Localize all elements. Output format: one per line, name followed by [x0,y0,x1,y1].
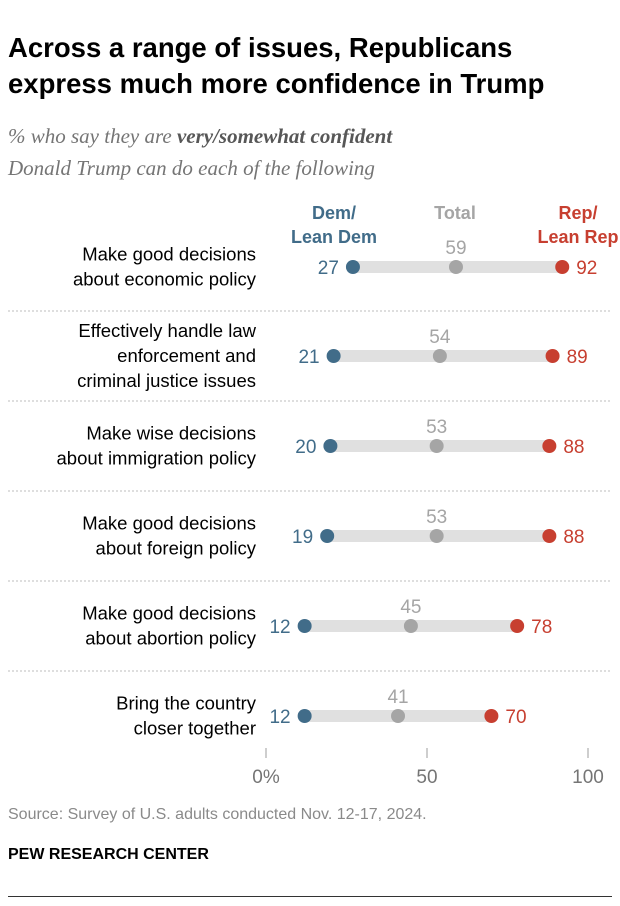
category-label-2-line-2: enforcement and [117,345,256,366]
dot-dem-2 [326,349,341,363]
category-label-3-line-2: about immigration policy [57,448,257,469]
bottom-rule [8,896,612,897]
legend-total-line-1: Total [434,203,476,223]
category-label-5-line-1: Make good decisions [82,603,256,624]
chart-title: Across a range of issues, Republicans ex… [8,32,545,99]
subtitle-line-1: % who say they are very/somewhat confide… [8,120,618,152]
legend-dem-line-1: Dem/ [312,203,356,223]
subtitle-emphasis: very/somewhat confident [176,124,393,148]
value-label-total-4: 53 [426,507,447,528]
dot-dem-4 [320,529,335,543]
dot-total-4 [429,529,444,543]
category-label-4-line-1: Make good decisions [82,513,256,534]
brand-logo-text: PEW RESEARCH CENTER [8,846,209,863]
dot-rep-3 [542,439,557,453]
x-tick-label-1: 0% [252,767,280,788]
dot-rep-5 [510,619,525,633]
category-label-3-line-1: Make wise decisions [86,423,256,444]
legend-rep-line-2: Lean Rep [537,227,618,247]
dot-dem-3 [323,439,338,453]
source-note: Source: Survey of U.S. adults conducted … [8,806,427,823]
category-label-2-line-1: Effectively handle law [78,320,256,341]
subtitle-prefix: % who say they are [8,124,177,148]
value-label-dem-5: 12 [269,617,290,638]
value-label-rep-1: 92 [576,258,597,279]
dot-rep-4 [542,529,557,543]
value-label-total-5: 45 [400,597,421,618]
value-label-rep-6: 70 [505,707,526,728]
dot-dem-5 [297,619,312,633]
category-label-4-line-2: about foreign policy [96,538,257,559]
value-label-rep-4: 88 [563,527,584,548]
dot-plot: Dem/Lean Dem Total Rep/Lean Rep Make good d… [8,203,619,788]
category-label-5-line-2: about abortion policy [85,628,256,649]
category-label-6-line-1: Bring the country [116,693,257,714]
dot-rep-2 [545,349,560,363]
value-label-total-3: 53 [426,417,447,438]
legend-rep-line-1: Rep/ [558,203,597,223]
category-label-1-line-1: Make good decisions [82,244,256,265]
value-label-dem-4: 19 [292,527,313,548]
dot-dem-6 [297,709,312,723]
category-label-1-line-2: about economic policy [73,269,257,290]
dot-total-3 [429,439,444,453]
dot-total-6 [391,709,406,723]
value-label-total-2: 54 [429,327,451,348]
dot-dem-1 [345,260,360,274]
dot-total-5 [403,619,418,633]
chart-subtitle: % who say they are very/somewhat confide… [8,120,618,184]
value-label-rep-2: 89 [567,347,588,368]
subtitle-line-2: Donald Trump can do each of the followin… [8,156,375,180]
dot-rep-6 [484,709,499,723]
value-label-dem-1: 27 [318,258,339,279]
value-label-total-6: 41 [387,687,408,708]
category-label-6-line-2: closer together [134,718,256,739]
value-label-dem-6: 12 [269,707,290,728]
value-label-dem-3: 20 [295,437,316,458]
dot-total-2 [432,349,447,363]
legend-dem-line-2: Lean Dem [291,227,377,247]
x-tick-label-3: 100 [572,767,604,788]
x-tick-label-2: 50 [416,767,437,788]
dot-total-1 [448,260,463,274]
value-label-total-1: 59 [445,238,466,259]
value-label-rep-5: 78 [531,617,552,638]
dot-rep-1 [555,260,570,274]
category-label-2-line-3: criminal justice issues [77,370,256,391]
value-label-dem-2: 21 [298,347,319,368]
value-label-rep-3: 88 [563,437,584,458]
